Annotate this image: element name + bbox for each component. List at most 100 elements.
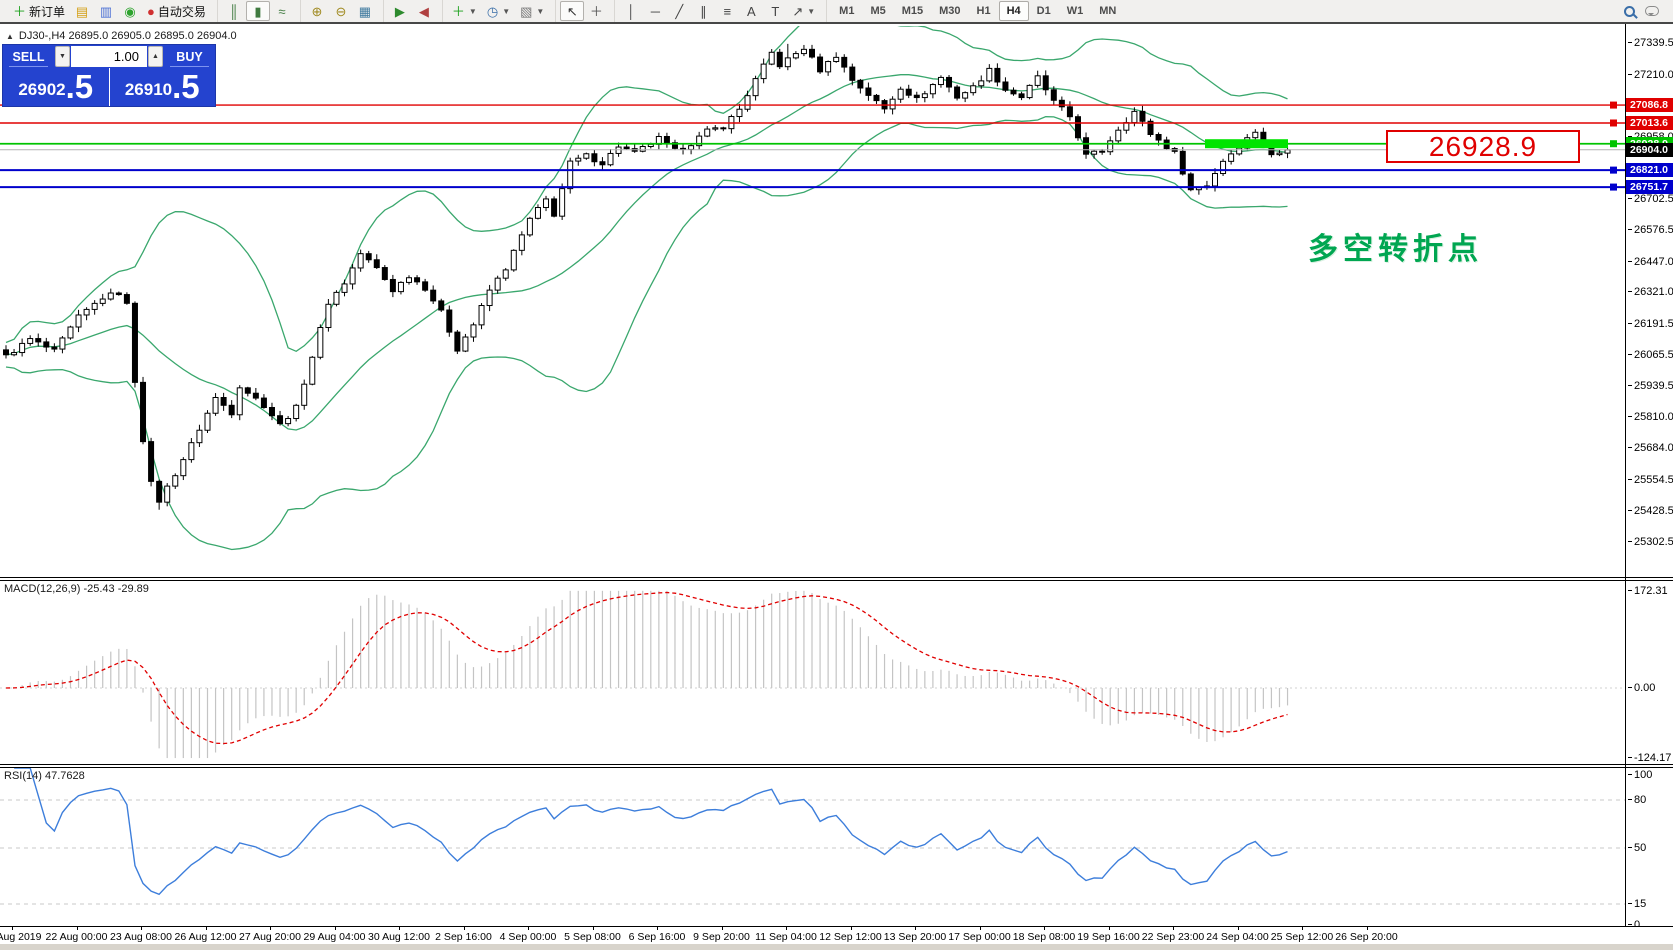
candlestick-chart-icon[interactable]: ▮ — [245, 1, 270, 21]
signals-icon[interactable]: ◉ — [118, 1, 142, 21]
add-indicator-icon[interactable]: ＋ ▼ — [447, 1, 482, 21]
candlestick-chart-icon: ▮ — [254, 3, 262, 19]
history-book-icon: ▤ — [75, 3, 89, 19]
time-axis-label: 5 Sep 08:00 — [564, 931, 621, 943]
macd-axis-tick: 172.31 — [1628, 585, 1673, 597]
price-line-label[interactable]: 27086.8 — [1626, 98, 1673, 113]
chart-shift-icon[interactable]: ◀ — [412, 1, 436, 21]
volume-decrease-button[interactable]: ▼ — [55, 46, 70, 67]
text-icon[interactable]: A — [739, 1, 763, 21]
tile-windows-icon[interactable]: ▦ — [353, 1, 377, 21]
timeframe-m15[interactable]: M15 — [901, 5, 924, 17]
chevron-down-icon[interactable]: ▼ — [536, 6, 545, 16]
autotrading-button[interactable]: ● 自动交易 — [142, 1, 211, 21]
new-order-button[interactable]: ＋新订单 — [8, 1, 70, 21]
price-line-label[interactable]: 26821.0 — [1626, 163, 1673, 178]
shapes-icon[interactable]: ↗ ▼ — [787, 1, 820, 21]
templates-icon: ▧ — [520, 3, 533, 19]
autotrading-button-label: 自动交易 — [157, 4, 206, 19]
time-axis-label: 24 Sep 04:00 — [1206, 931, 1269, 943]
price-axis-tick: 26576.5 — [1628, 224, 1673, 236]
toolbar-group: ＋ ▼ ◷ ▼ ▧ ▼ — [441, 0, 553, 22]
timeframe-h4[interactable]: H4 — [998, 1, 1029, 21]
time-axis-label: 29 Aug 04:00 — [303, 931, 366, 943]
main-price-chart[interactable] — [0, 26, 1625, 578]
sell-price[interactable]: 26902 .5 — [3, 68, 110, 106]
label-icon[interactable]: T — [763, 1, 787, 21]
turning-point-annotation[interactable]: 多空转折点 — [1308, 233, 1483, 266]
time-axis-tickmark — [399, 927, 400, 930]
new-order-button-label: 新订单 — [29, 4, 66, 19]
rsi-axis-tick: 100 — [1628, 769, 1673, 781]
chat-icon[interactable] — [1645, 6, 1659, 16]
new-order-button: ＋ — [13, 3, 27, 19]
volume-input[interactable]: 1.00 — [71, 46, 147, 67]
crosshair-icon[interactable]: ＋ — [584, 1, 608, 21]
pane-separator[interactable] — [0, 764, 1673, 768]
timeframe-m1[interactable]: M1 — [839, 5, 855, 17]
time-axis-label: 23 Aug 08:00 — [110, 931, 172, 943]
timeframe-m30[interactable]: M30 — [939, 5, 961, 17]
time-axis-tickmark — [270, 927, 271, 930]
horizontal-line-icon: ─ — [650, 3, 660, 19]
bar-chart-icon[interactable]: ║ — [222, 1, 246, 21]
price-line-label[interactable]: 26751.7 — [1626, 180, 1673, 195]
top-toolbar: ＋新订单 ▤ ▥ ◉ ● 自动交易 ║ ▮ ≈ ⊕ ⊖ ▦ ▶ ◀ ＋ ▼ ◷ ▼ ▧ ▼ ↖ ＋ │ ─ ╱ ∥ ≡ A T ↗ ▼ M1 M… — [0, 0, 1673, 24]
time-axis-tickmark — [657, 927, 658, 930]
chevron-down-icon[interactable]: ▼ — [807, 6, 816, 16]
timeframe-d1[interactable]: D1 — [1036, 5, 1051, 17]
line-chart-icon[interactable]: ≈ — [270, 1, 294, 21]
toolbar-group: ＋新订单 ▤ ▥ ◉ ● 自动交易 — [4, 0, 215, 22]
sell-button[interactable]: SELL — [3, 45, 54, 68]
time-axis-tickmark — [592, 927, 594, 930]
zoom-in-icon[interactable]: ⊕ — [305, 1, 329, 21]
timeframe-w1[interactable]: W1 — [1066, 5, 1084, 17]
price-callout-box[interactable]: 26928.9 — [1386, 130, 1580, 163]
chevron-down-icon[interactable]: ▼ — [502, 6, 511, 16]
vertical-line-icon[interactable]: │ — [619, 1, 643, 21]
time-axis-tickmark — [528, 927, 529, 930]
timeframe-mn[interactable]: MN — [1099, 5, 1117, 17]
macd-pane[interactable] — [0, 581, 1625, 765]
trendline-icon[interactable]: ╱ — [667, 1, 691, 21]
market-watch-icon: ▥ — [99, 3, 113, 19]
search-icon[interactable] — [1624, 5, 1635, 17]
periods-icon[interactable]: ◷ ▼ — [482, 1, 515, 21]
collapse-arrow-icon[interactable]: ▲ — [6, 31, 14, 41]
time-axis-label: 9 Sep 20:00 — [693, 931, 750, 943]
time-axis-label: 25 Sep 12:00 — [1270, 931, 1334, 943]
time-axis-label: 26 Aug 12:00 — [174, 931, 237, 943]
price-axis-tick: 26065.5 — [1628, 349, 1673, 361]
timeframe-m5[interactable]: M5 — [870, 5, 886, 17]
rsi-pane[interactable] — [0, 768, 1625, 926]
history-book-icon[interactable]: ▤ — [70, 1, 94, 21]
chevron-down-icon[interactable]: ▼ — [468, 6, 477, 16]
symbol-header[interactable]: ▲ DJ30-,H4 26895.0 26905.0 26895.0 26904… — [6, 30, 237, 42]
volume-increase-button[interactable]: ▲ — [148, 46, 163, 67]
templates-icon[interactable]: ▧ ▼ — [515, 1, 549, 21]
equidistant-channel-icon[interactable]: ∥ — [691, 1, 715, 21]
buy-price[interactable]: 26910 .5 — [124, 68, 200, 105]
buy-button[interactable]: BUY — [164, 45, 215, 68]
timeframe-group: M1 M5 M15 M30 H1 H4 D1 W1 MN — [826, 0, 1128, 22]
timeframe-h1[interactable]: H1 — [976, 5, 991, 17]
time-axis-tickmark — [1173, 927, 1174, 930]
price-line-label[interactable]: 27013.6 — [1626, 115, 1673, 130]
line-handle — [1610, 140, 1617, 148]
price-line-label[interactable]: 26904.0 — [1626, 142, 1673, 157]
time-axis-label: 30 Aug 12:00 — [368, 931, 430, 943]
toolbar-group: ║ ▮ ≈ — [216, 0, 298, 22]
rsi-axis-tick: 80 — [1628, 794, 1673, 806]
time-axis-tickmark — [334, 927, 336, 930]
auto-scroll-icon[interactable]: ▶ — [388, 1, 412, 21]
zoom-out-icon[interactable]: ⊖ — [329, 1, 353, 21]
horizontal-line-icon[interactable]: ─ — [643, 1, 667, 21]
cursor-icon[interactable]: ↖ — [560, 1, 585, 21]
rsi-axis-tick: 0 — [1628, 919, 1673, 931]
tile-windows-icon: ▦ — [358, 3, 372, 19]
pane-separator[interactable] — [0, 577, 1673, 581]
fibonacci-icon[interactable]: ≡ — [715, 1, 739, 21]
time-axis-tickmark — [141, 927, 142, 930]
market-watch-icon[interactable]: ▥ — [94, 1, 118, 21]
